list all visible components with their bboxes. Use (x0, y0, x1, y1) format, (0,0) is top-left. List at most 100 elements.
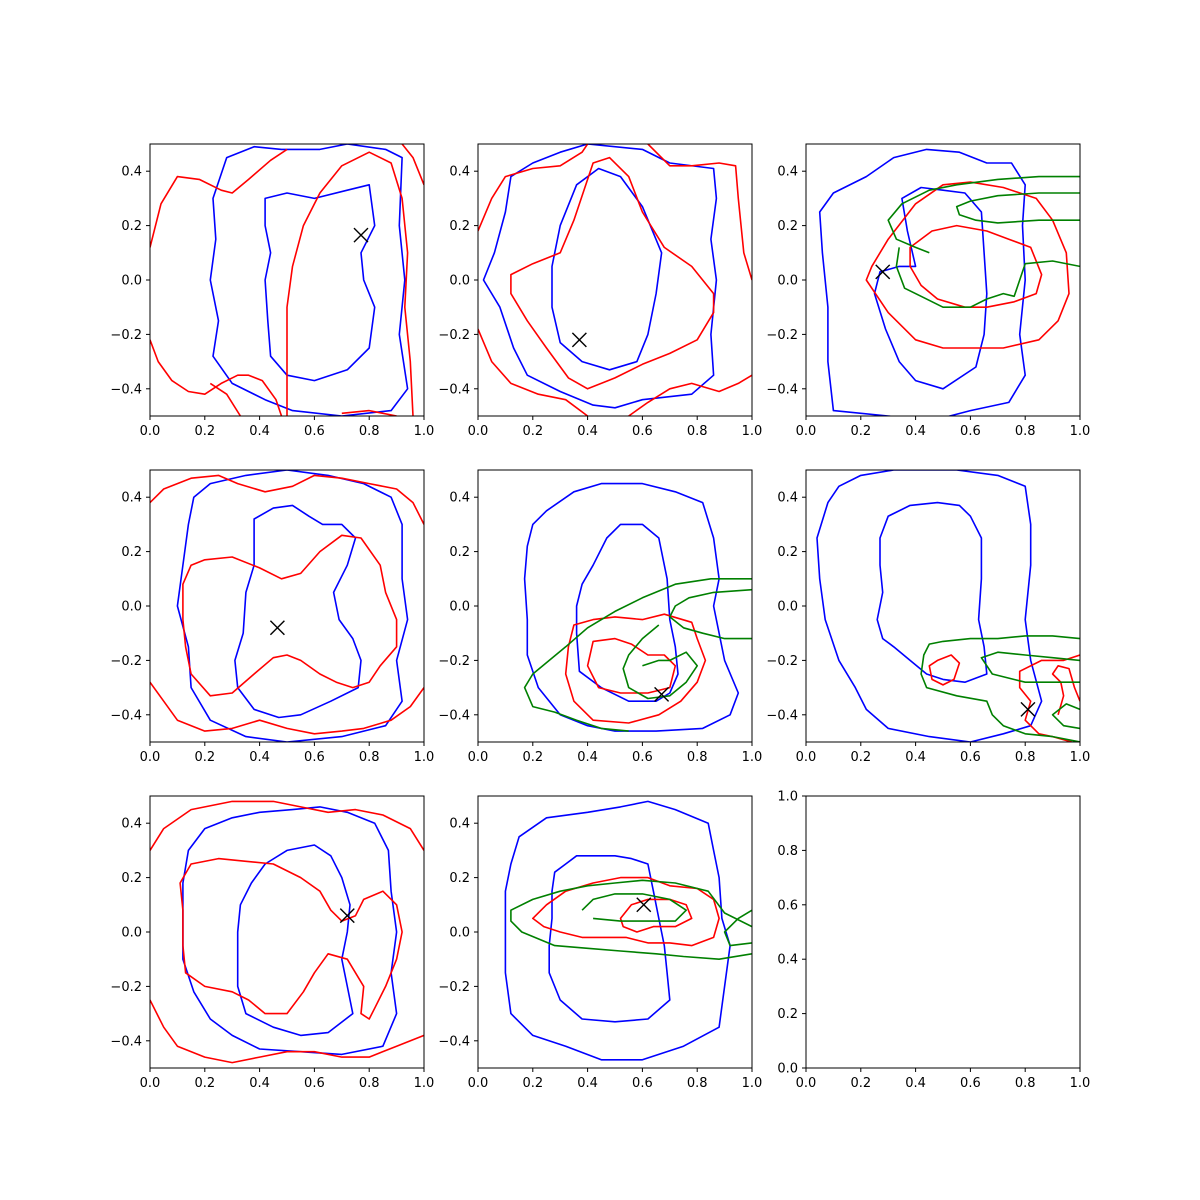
contour-line-red-5 (478, 328, 589, 416)
x-tick-label: 0.0 (140, 750, 161, 765)
x-tick-label: 0.4 (577, 750, 598, 765)
x-tick-label: 0.0 (796, 1076, 817, 1091)
x-marker-stroke (571, 332, 587, 348)
y-tick-label: 0.0 (121, 600, 142, 615)
x-tick-label: 0.6 (632, 750, 653, 765)
contour-line-blue-1 (209, 144, 409, 416)
x-tick-label: 0.2 (850, 750, 871, 765)
y-tick-label: −0.2 (766, 328, 798, 343)
x-marker (353, 227, 369, 243)
y-tick-label: 0.0 (777, 1062, 798, 1077)
contour-line-green-6 (920, 635, 1080, 742)
contour-line-blue-1 (504, 800, 731, 1061)
y-tick-label: 0.4 (777, 491, 798, 506)
contour-line-green-7 (581, 893, 687, 922)
x-tick-label: 0.0 (468, 424, 489, 439)
subplot-7: 0.0 0.2 0.4 0.6 0.8 1.0 −0.4 −0.2 0.0 0.2 0.4 (110, 795, 434, 1091)
contour-line-red-8 (341, 409, 397, 416)
x-tick-label: 0.4 (905, 750, 926, 765)
y-tick-label: 0.4 (449, 817, 470, 832)
subplot-4: 0.0 0.2 0.4 0.6 0.8 1.0 −0.4 −0.2 0.0 0.2 0.4 (110, 469, 435, 765)
x-tick-label: 0.0 (468, 1076, 489, 1091)
contour-line-red-3 (564, 613, 707, 724)
x-tick-label: 0.2 (522, 424, 543, 439)
y-tick-label: 0.0 (449, 274, 470, 289)
x-marker (339, 908, 355, 924)
x-tick-label: 0.2 (850, 1076, 871, 1091)
y-tick-label: 0.4 (777, 953, 798, 968)
y-tick-label: 0.0 (449, 926, 470, 941)
y-tick-label: 0.0 (777, 600, 798, 615)
plot-area (816, 470, 1080, 742)
y-tick-label: 0.2 (449, 871, 470, 886)
subplot-grid: 0.0 0.2 0.4 0.6 0.8 1.0−0.4−0.20.00.20.40.0 0.… (110, 143, 1091, 1092)
subplot-2: 0.0 0.2 0.4 0.6 0.8 1.0 −0.4 −0.2 0.0 0.2 0.4 (438, 143, 762, 439)
subplot-8: 0.0 0.2 0.4 0.6 0.8 1.0 −0.4 −0.2 0.0 0.2 0.4 (438, 795, 763, 1091)
x-tick-label: 0.6 (960, 1076, 981, 1091)
x-tick-label: 1.0 (414, 750, 435, 765)
y-tick-label: −0.2 (438, 980, 470, 995)
y-tick-label: 0.4 (121, 165, 142, 180)
y-tick-label: 0.2 (777, 1007, 798, 1022)
contour-line-blue-1 (818, 148, 1026, 416)
plot-area (150, 470, 424, 742)
x-tick-label: 1.0 (742, 1076, 763, 1091)
x-marker (269, 620, 285, 636)
contour-line-green-6 (669, 588, 752, 640)
y-tick-label: 0.2 (121, 219, 142, 234)
y-tick-label: 0.0 (777, 274, 798, 289)
contour-line-green-7 (622, 624, 698, 700)
contour-line-blue-2 (264, 184, 376, 382)
contour-line-green-6 (955, 192, 1080, 224)
contour-line-red-6 (286, 151, 414, 416)
x-tick-label: 0.0 (140, 424, 161, 439)
plot-area (478, 144, 752, 416)
contour-line-blue-2 (873, 186, 988, 390)
x-tick-label: 0.2 (522, 1076, 543, 1091)
x-marker-stroke (339, 908, 355, 924)
contour-line-red-3 (150, 148, 288, 248)
x-tick-label: 0.2 (194, 750, 215, 765)
x-tick-label: 0.8 (1015, 750, 1036, 765)
x-tick-label: 0.8 (1015, 1076, 1036, 1091)
contour-line-blue-2 (236, 844, 354, 1037)
contour-line-red-4 (586, 637, 677, 694)
y-tick-label: −0.4 (110, 1034, 142, 1049)
y-tick-label: −0.2 (438, 328, 470, 343)
axes-frame (805, 795, 1081, 1069)
y-tick-label: 0.2 (777, 219, 798, 234)
subplot-9: 0.0 0.2 0.4 0.6 0.8 1.0 0.0 0.2 0.4 0.6 0.8 1.0 (777, 790, 1090, 1092)
y-tick-label: 0.2 (121, 545, 142, 560)
subplot-3: 0.0 0.2 0.4 0.6 0.8 1.0 −0.4 −0.2 0.0 0.2 0.4 (766, 143, 1090, 439)
x-tick-label: 0.4 (577, 424, 598, 439)
contour-line-green-6 (723, 909, 752, 947)
y-tick-label: 0.6 (777, 898, 798, 913)
contour-line-red-4 (909, 224, 1043, 308)
contour-line-red-5 (182, 534, 398, 697)
contour-line-blue-2 (234, 504, 362, 719)
x-tick-label: 0.8 (1015, 424, 1036, 439)
contour-line-red-4 (619, 898, 693, 933)
contour-line-blue-2 (876, 501, 988, 683)
subplot-5: 0.0 0.2 0.4 0.6 0.8 1.0 −0.4 −0.2 0.0 0.2 0.4 (438, 469, 762, 765)
x-tick-label: 0.6 (632, 424, 653, 439)
contour-line-red-6 (628, 374, 752, 416)
x-tick-label: 0.0 (796, 750, 817, 765)
x-tick-label: 1.0 (414, 424, 435, 439)
contour-line-red-5 (209, 382, 242, 416)
x-tick-label: 0.4 (905, 424, 926, 439)
x-tick-label: 0.4 (249, 1076, 270, 1091)
x-tick-label: 0.2 (522, 750, 543, 765)
contour-line-red-3 (865, 181, 1070, 349)
y-tick-label: 0.2 (449, 545, 470, 560)
x-tick-label: 0.6 (304, 1076, 325, 1091)
x-tick-label: 0.2 (850, 424, 871, 439)
x-tick-label: 1.0 (1070, 750, 1091, 765)
contour-line-red-3 (532, 876, 720, 947)
contour-line-green-5 (887, 175, 1080, 254)
x-tick-label: 0.0 (796, 424, 817, 439)
contour-line-blue-2 (575, 523, 679, 702)
x-tick-label: 0.4 (905, 1076, 926, 1091)
x-marker-stroke (654, 686, 670, 702)
plot-area (150, 144, 424, 416)
